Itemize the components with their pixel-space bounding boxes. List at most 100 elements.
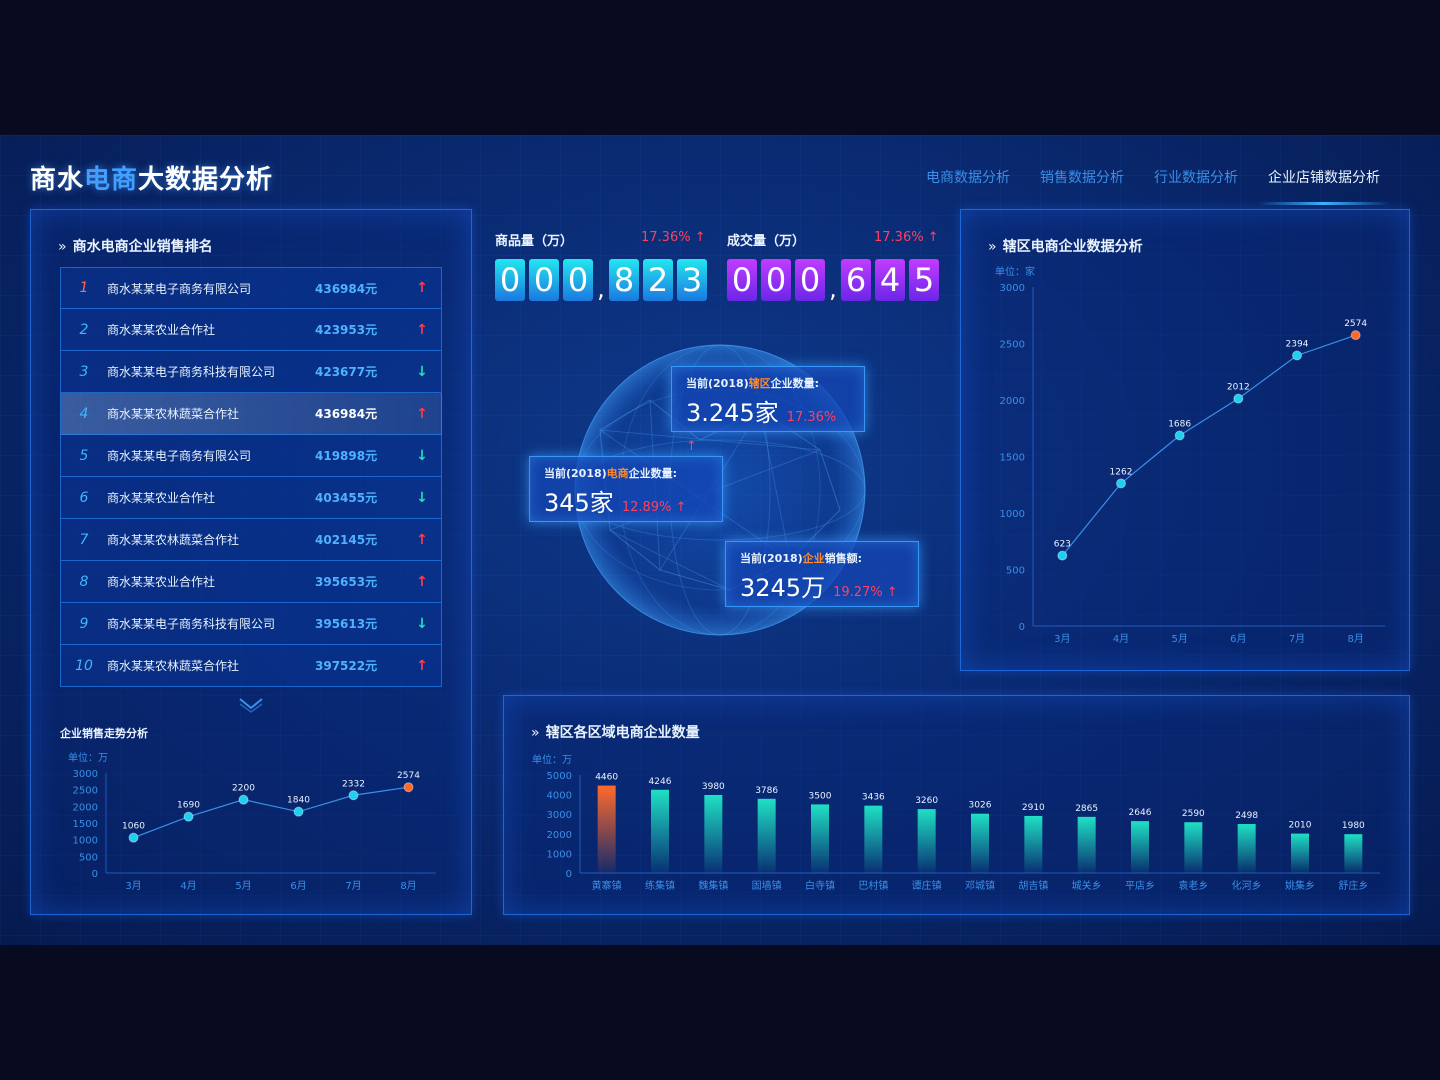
sales-value: 423953元 — [315, 323, 378, 337]
info-value: 345家 12.89% ↑ — [544, 483, 708, 518]
ranking-row[interactable]: 1 商水某某电子商务有限公司 436984元 ↑ — [60, 267, 442, 309]
y-tick-label: 3000 — [73, 769, 98, 780]
ranking-row[interactable]: 10 商水某某农林蔬菜合作社 397522元 ↑ — [60, 645, 442, 687]
x-tick-label: 6月 — [290, 880, 306, 892]
x-tick-label: 邓城镇 — [965, 879, 995, 892]
info-label: 当前(2018)企业销售额: — [740, 550, 904, 566]
arrow-down-icon: ↓ — [416, 489, 428, 506]
bar — [1344, 834, 1363, 873]
label-post: 销售额: — [824, 552, 863, 565]
data-point — [1350, 330, 1361, 341]
data-point — [183, 811, 194, 822]
rank-number: 1 — [79, 280, 89, 296]
goods-counter: 0 0 0 , 8 2 3 — [495, 259, 707, 303]
ranking-row[interactable]: 3 商水某某电子商务科技有限公司 423677元 ↓ — [60, 351, 442, 393]
info-pct: 12.89% ↑ — [622, 500, 687, 515]
trend-chart: 单位：万 0 500 1000 1500 2000 2500 3000 3月 4月 5月 6月 7月 8月… — [68, 751, 436, 892]
company-name: 商水某某农业合作社 — [107, 323, 216, 337]
sales-value: 402145元 — [315, 533, 378, 547]
district-count-box[interactable]: 当前(2018)辖区企业数量: 3.245家 17.36% ↑ — [671, 366, 865, 454]
rank-number: 3 — [79, 363, 89, 380]
digit: 0 — [563, 259, 593, 301]
y-tick-label: 1000 — [73, 836, 98, 847]
digit: 3 — [677, 259, 707, 301]
company-name: 商水某某农林蔬菜合作社 — [107, 659, 240, 673]
x-tick-label: 7月 — [345, 880, 361, 892]
y-tick-label: 2500 — [1000, 340, 1025, 351]
district-title: » 辖区电商企业数据分析 — [988, 236, 1143, 256]
info-label: 当前(2018)电商企业数量: — [544, 465, 708, 481]
bar — [757, 798, 776, 873]
sales-amount-box[interactable]: 当前(2018)企业销售额: 3245万 19.27% ↑ — [725, 541, 919, 607]
data-point — [348, 790, 359, 801]
label-post: 企业数量: — [628, 467, 678, 480]
ranking-row[interactable]: 8 商水某某农业合作社 395653元 ↑ — [60, 561, 442, 603]
x-tick-label: 8月 — [1347, 633, 1363, 645]
x-tick-label: 5月 — [1171, 633, 1187, 645]
info-label: 当前(2018)辖区企业数量: — [686, 375, 850, 391]
company-name: 商水某某电子商务科技有限公司 — [107, 365, 276, 379]
arrow-down-icon: ↓ — [416, 363, 428, 380]
x-tick-label: 7月 — [1289, 633, 1305, 645]
ranking-row[interactable]: 2 商水某某农业合作社 423953元 ↑ — [60, 309, 442, 351]
ranking-row[interactable]: 7 商水某某农林蔬菜合作社 402145元 ↑ — [60, 519, 442, 561]
comma-separator: , — [829, 275, 837, 303]
x-tick-label: 姚集乡 — [1285, 879, 1315, 892]
data-point — [403, 782, 414, 793]
data-point — [1116, 478, 1126, 489]
chevron-down-icon[interactable] — [236, 697, 266, 713]
ecommerce-count-box[interactable]: 当前(2018)电商企业数量: 345家 12.89% ↑ — [529, 456, 723, 522]
regions-title: » 辖区各区域电商企业数量 — [531, 722, 700, 742]
x-tick-label: 白寺镇 — [805, 879, 835, 892]
data-label: 1060 — [122, 822, 145, 832]
data-label: 3980 — [702, 782, 725, 792]
info-pct-text: 17.36% — [786, 410, 837, 425]
arrow-up-icon: ↑ — [694, 230, 706, 245]
x-tick-label: 3月 — [125, 880, 141, 892]
ranking-row[interactable]: 9 商水某某电子商务科技有限公司 395613元 ↓ — [60, 603, 442, 645]
info-value-text: 3245万 — [740, 574, 826, 602]
deals-pct-text: 17.36% — [874, 230, 924, 245]
y-tick-label: 500 — [79, 852, 98, 863]
digit: 6 — [841, 259, 871, 301]
y-tick-label: 2000 — [73, 802, 98, 813]
y-tick-label: 5000 — [547, 771, 572, 782]
rank-number: 8 — [79, 573, 89, 590]
double-chevron-right-icon: » — [531, 725, 540, 741]
y-tick-label: 500 — [1006, 566, 1025, 577]
rank-number: 6 — [79, 489, 89, 506]
nav-item-ecommerce[interactable]: 电商数据分析 — [926, 170, 1010, 186]
bar — [704, 794, 723, 873]
y-tick-label: 3000 — [547, 810, 572, 821]
company-name: 商水某某农林蔬菜合作社 — [107, 533, 240, 547]
label-highlight: 企业 — [802, 552, 825, 565]
data-label: 2910 — [1022, 803, 1045, 813]
x-tick-label: 袁老乡 — [1178, 879, 1208, 892]
data-label: 3500 — [809, 791, 832, 801]
ranking-row[interactable]: 4 商水某某农林蔬菜合作社 436984元 ↑ — [60, 393, 442, 435]
company-name: 商水某某农业合作社 — [107, 575, 216, 589]
nav-item-stores[interactable]: 企业店铺数据分析 — [1258, 167, 1390, 205]
ranking-row[interactable]: 6 商水某某农业合作社 403455元 ↓ — [60, 477, 442, 519]
rank-number: 7 — [79, 531, 89, 548]
y-tick-label: 2500 — [73, 786, 98, 797]
double-chevron-right-icon: » — [988, 239, 997, 255]
nav-item-sales[interactable]: 销售数据分析 — [1040, 170, 1124, 186]
ranking-row[interactable]: 5 商水某某电子商务有限公司 419898元 ↓ — [60, 435, 442, 477]
data-label: 1690 — [177, 801, 200, 811]
bar — [1131, 821, 1149, 873]
nav-item-industry[interactable]: 行业数据分析 — [1154, 170, 1238, 186]
data-label: 2574 — [1344, 319, 1367, 329]
y-tick-label: 1500 — [1000, 453, 1025, 464]
data-label: 1262 — [1110, 467, 1133, 477]
district-title-text: 辖区电商企业数据分析 — [1002, 239, 1143, 255]
regions-title-text: 辖区各区域电商企业数量 — [545, 725, 700, 741]
info-pct-text: 19.27% — [833, 585, 883, 600]
company-name: 商水某某电子商务科技有限公司 — [107, 617, 276, 631]
x-tick-label: 3月 — [1054, 633, 1070, 645]
x-tick-label: 巴村镇 — [858, 879, 888, 892]
company-name: 商水某某电子商务有限公司 — [107, 449, 252, 463]
info-pct: 19.27% ↑ — [833, 585, 898, 600]
data-point — [1233, 393, 1244, 404]
sales-value: 403455元 — [315, 491, 378, 505]
